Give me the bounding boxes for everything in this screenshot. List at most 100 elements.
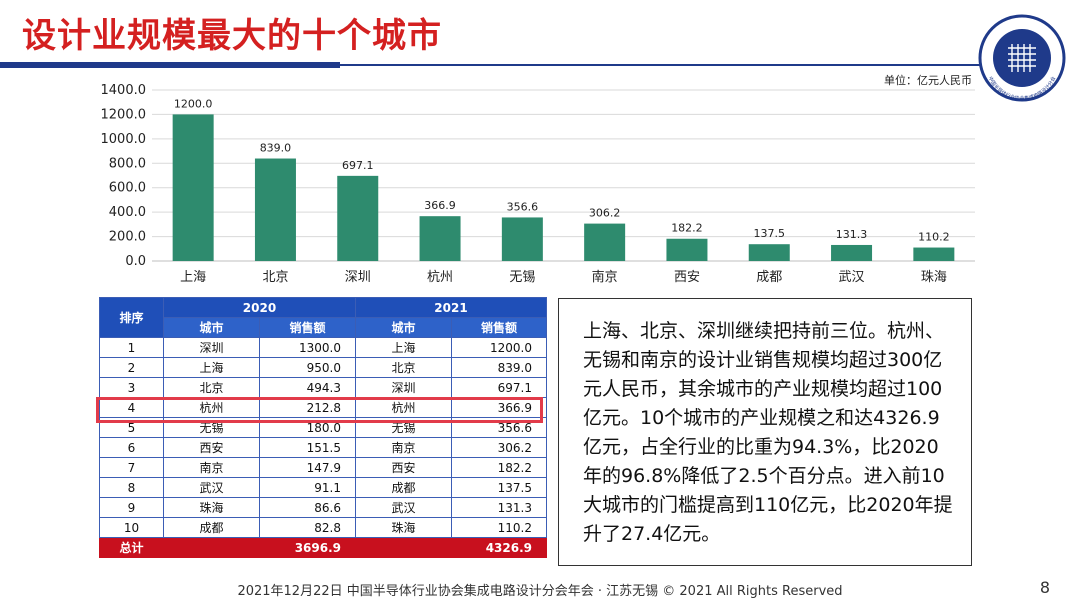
bar-value-label: 697.1 [342,159,374,172]
city-2021-cell: 杭州 [355,397,452,418]
rank-cell: 9 [99,497,164,518]
city-header-2021: 城市 [355,317,452,338]
city-2020-cell: 武汉 [163,477,260,498]
bar-杭州 [419,216,461,261]
sales-2020-cell: 82.8 [259,517,356,538]
x-tick-label: 上海 [180,270,206,285]
y-tick-label: 0.0 [125,254,146,269]
x-tick-label: 杭州 [427,270,453,285]
sales-2021-cell: 131.3 [451,497,547,518]
y-tick-label: 800.0 [109,156,146,171]
bar-西安 [666,238,708,261]
page-title: 设计业规模最大的十个城市 [22,16,442,56]
city-2020-cell: 上海 [163,357,260,378]
title-underline-accent [0,62,340,68]
sales-2020-cell: 147.9 [259,457,356,478]
sales-2020-cell: 212.8 [259,397,356,418]
year-2020-header: 2020 [163,297,356,318]
footer-text: 2021年12月22日 中国半导体行业协会集成电路设计分会年会 · 江苏无锡 ©… [237,584,843,599]
total-2021: 4326.9 [451,537,547,558]
x-tick-label: 北京 [262,270,288,285]
sales-2020-cell: 151.5 [259,437,356,458]
table-row: 6 西安 151.5 南京 306.2 [99,437,547,458]
table-row: 10 成都 82.8 珠海 110.2 [99,517,547,538]
city-2021-cell: 南京 [355,437,452,458]
city-2020-cell: 南京 [163,457,260,478]
total-2020: 3696.9 [259,537,356,558]
city-2021-cell: 上海 [355,337,452,358]
sales-2021-cell: 356.6 [451,417,547,438]
rank-cell: 10 [99,517,164,538]
table-row: 7 南京 147.9 西安 182.2 [99,457,547,478]
city-2021-cell: 武汉 [355,497,452,518]
bar-chart: 0.0 200.0 400.0 600.0 800.0 1000.0 1200.0 1400.… [101,83,975,285]
city-2020-cell: 深圳 [163,337,260,358]
sales-2021-cell: 697.1 [451,377,547,398]
city-2020-cell: 无锡 [163,417,260,438]
bar-珠海 [913,247,955,261]
y-tick-label: 200.0 [109,230,146,245]
sales-2021-cell: 182.2 [451,457,547,478]
city-2020-cell: 成都 [163,517,260,538]
summary-textbox: 上海、北京、深圳继续把持前三位。杭州、无锡和南京的设计业销售规模均超过300亿元… [558,298,972,566]
sales-2021-cell: 137.5 [451,477,547,498]
x-tick-label: 深圳 [345,270,371,285]
table-row: 8 武汉 91.1 成都 137.5 [99,477,547,498]
city-2021-cell: 深圳 [355,377,452,398]
y-tick-label: 600.0 [109,181,146,196]
title-underline [340,64,980,66]
page-number: 8 [1039,578,1050,597]
sales-header-2021: 销售额 [451,317,547,338]
rank-cell: 8 [99,477,164,498]
city-2020-cell: 西安 [163,437,260,458]
city-2021-cell: 北京 [355,357,452,378]
table-row: 5 无锡 180.0 无锡 356.6 [99,417,547,438]
sales-2020-cell: 494.3 [259,377,356,398]
table-row: 2 上海 950.0 北京 839.0 [99,357,547,378]
sales-2021-cell: 306.2 [451,437,547,458]
table-row: 9 珠海 86.6 武汉 131.3 [99,497,547,518]
sales-2021-cell: 366.9 [451,397,547,418]
bar-value-label: 839.0 [260,142,292,155]
table-row: 3 北京 494.3 深圳 697.1 [99,377,547,398]
bar-成都 [748,244,790,261]
city-2021-cell: 无锡 [355,417,452,438]
rank-header: 排序 [99,297,164,338]
y-tick-label: 1200.0 [101,107,147,122]
city-2021-cell: 西安 [355,457,452,478]
rank-cell: 2 [99,357,164,378]
bar-value-label: 110.2 [918,231,950,244]
bar-武汉 [831,244,873,261]
sales-2021-cell: 1200.0 [451,337,547,358]
rank-cell: 5 [99,417,164,438]
rank-cell: 1 [99,337,164,358]
sales-header-2020: 销售额 [259,317,356,338]
total-row: 总计 3696.9 4326.9 [99,537,547,558]
bar-上海 [172,114,214,261]
sales-2020-cell: 1300.0 [259,337,356,358]
sales-2021-cell: 839.0 [451,357,547,378]
y-tick-label: 1000.0 [101,132,147,147]
bar-南京 [584,223,626,261]
bar-value-label: 1200.0 [174,97,213,110]
bar-深圳 [337,175,379,261]
rank-cell: 7 [99,457,164,478]
rank-cell: 4 [99,397,164,418]
rank-cell: 3 [99,377,164,398]
bar-value-label: 131.3 [836,228,868,241]
table-row: 4 杭州 212.8 杭州 366.9 [99,397,547,418]
sales-2020-cell: 91.1 [259,477,356,498]
city-2020-cell: 北京 [163,377,260,398]
bar-value-label: 366.9 [424,199,456,212]
x-tick-label: 珠海 [921,270,947,285]
sales-2020-cell: 180.0 [259,417,356,438]
sales-2021-cell: 110.2 [451,517,547,538]
city-2020-cell: 珠海 [163,497,260,518]
city-header-2020: 城市 [163,317,260,338]
bar-无锡 [501,217,543,261]
y-tick-label: 1400.0 [101,83,147,98]
sales-2020-cell: 86.6 [259,497,356,518]
table-row: 1 深圳 1300.0 上海 1200.0 [99,337,547,358]
x-tick-label: 成都 [756,270,782,285]
total-label: 总计 [99,537,164,558]
